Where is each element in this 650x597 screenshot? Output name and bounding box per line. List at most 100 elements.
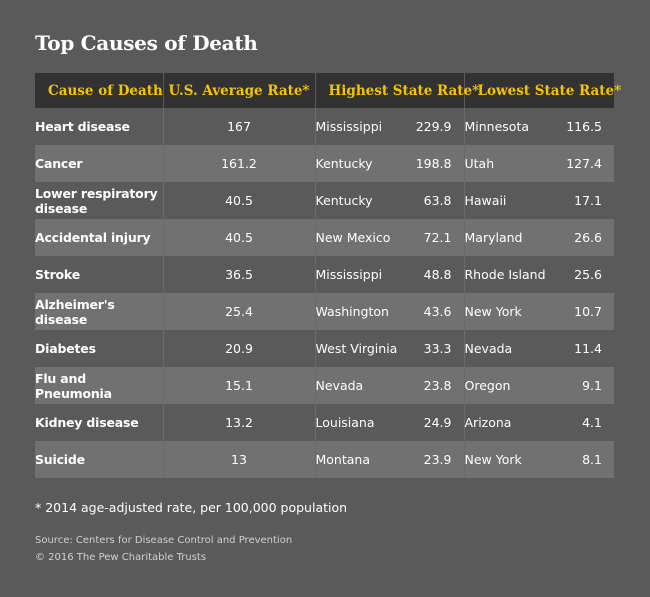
highest-state-rate: 23.9 xyxy=(423,452,452,467)
highest-state-name: Mississippi xyxy=(315,267,383,282)
cause-cell: Kidney disease xyxy=(35,404,163,441)
highest-state-name: Montana xyxy=(315,452,371,467)
lowest-state-rate: 25.6 xyxy=(574,267,602,282)
chart-title: Top Causes of Death xyxy=(35,31,258,55)
lowest-state-rate: 10.7 xyxy=(574,304,602,319)
highest-state-cell: Kentucky 63.8 xyxy=(314,182,464,219)
lowest-state-name: Utah xyxy=(464,156,495,171)
highest-state-rate: 43.6 xyxy=(423,304,452,319)
lowest-state-name: Minnesota xyxy=(464,119,530,134)
highest-state-rate: 23.8 xyxy=(423,378,452,393)
table-row: Cancer 161.2 Kentucky 198.8 Utah 127.4 xyxy=(35,145,614,182)
table-row: Lower respiratory disease 40.5 Kentucky 63.… xyxy=(35,182,614,219)
us-average-cell: 40.5 xyxy=(162,182,315,219)
lowest-state-rate: 8.1 xyxy=(582,452,602,467)
us-average-cell: 40.5 xyxy=(162,219,315,256)
highest-state-rate: 198.8 xyxy=(415,156,452,171)
us-average-cell: 161.2 xyxy=(162,145,315,182)
lowest-state-cell: New York 8.1 xyxy=(463,441,614,478)
highest-state-cell: West Virginia 33.3 xyxy=(314,330,464,367)
highest-state-name: Louisiana xyxy=(315,415,375,430)
table-row: Alzheimer's disease 25.4 Washington 43.6 New… xyxy=(35,293,614,330)
cause-cell: Flu and Pneumonia xyxy=(35,367,163,404)
highest-state-rate: 72.1 xyxy=(423,230,452,245)
lowest-state-cell: Minnesota 116.5 xyxy=(463,108,614,145)
copyright: © 2016 The Pew Charitable Trusts xyxy=(35,552,207,563)
us-average-cell: 13.2 xyxy=(162,404,315,441)
cause-cell: Suicide xyxy=(35,441,163,478)
cause-cell: Cancer xyxy=(35,145,163,182)
cause-cell: Stroke xyxy=(35,256,163,293)
highest-state-rate: 63.8 xyxy=(423,193,452,208)
lowest-state-cell: Arizona 4.1 xyxy=(463,404,614,441)
lowest-state-rate: 11.4 xyxy=(574,341,602,356)
header-lowest-state: Lowest State Rate* xyxy=(463,73,621,108)
lowest-state-rate: 26.6 xyxy=(574,230,602,245)
cause-cell: Heart disease xyxy=(35,108,163,145)
us-average-cell: 13 xyxy=(162,441,315,478)
highest-state-name: New Mexico xyxy=(315,230,391,245)
lowest-state-cell: Utah 127.4 xyxy=(463,145,614,182)
highest-state-cell: Mississippi 48.8 xyxy=(314,256,464,293)
lowest-state-rate: 116.5 xyxy=(566,119,602,134)
cause-cell: Alzheimer's disease xyxy=(35,293,163,330)
cause-cell: Accidental injury xyxy=(35,219,163,256)
table-row: Flu and Pneumonia 15.1 Nevada 23.8 Oregon 9.1 xyxy=(35,367,614,404)
lowest-state-cell: Rhode Island 25.6 xyxy=(463,256,614,293)
header-cause: Cause of Death xyxy=(35,73,163,108)
highest-state-rate: 48.8 xyxy=(423,267,452,282)
us-average-cell: 15.1 xyxy=(162,367,315,404)
lowest-state-name: Maryland xyxy=(464,230,523,245)
highest-state-rate: 24.9 xyxy=(423,415,452,430)
lowest-state-name: Oregon xyxy=(464,378,511,393)
us-average-cell: 36.5 xyxy=(162,256,315,293)
highest-state-name: Kentucky xyxy=(315,193,373,208)
lowest-state-cell: New York 10.7 xyxy=(463,293,614,330)
footnote: * 2014 age-adjusted rate, per 100,000 po… xyxy=(35,500,348,515)
highest-state-name: West Virginia xyxy=(315,341,398,356)
lowest-state-cell: Maryland 26.6 xyxy=(463,219,614,256)
highest-state-cell: Washington 43.6 xyxy=(314,293,464,330)
lowest-state-rate: 17.1 xyxy=(574,193,602,208)
table-row: Suicide 13 Montana 23.9 New York 8.1 xyxy=(35,441,614,478)
highest-state-name: Kentucky xyxy=(315,156,373,171)
lowest-state-name: Arizona xyxy=(464,415,512,430)
lowest-state-cell: Oregon 9.1 xyxy=(463,367,614,404)
lowest-state-name: Hawaii xyxy=(464,193,507,208)
lowest-state-name: New York xyxy=(464,452,522,467)
highest-state-name: Nevada xyxy=(315,378,364,393)
highest-state-name: Mississippi xyxy=(315,119,383,134)
highest-state-cell: New Mexico 72.1 xyxy=(314,219,464,256)
us-average-cell: 20.9 xyxy=(162,330,315,367)
highest-state-rate: 229.9 xyxy=(415,119,452,134)
lowest-state-rate: 4.1 xyxy=(582,415,602,430)
table-row: Accidental injury 40.5 New Mexico 72.1 Maryl… xyxy=(35,219,614,256)
highest-state-cell: Mississippi 229.9 xyxy=(314,108,464,145)
cause-cell: Lower respiratory disease xyxy=(35,182,163,219)
source-credit: Source: Centers for Disease Control and … xyxy=(35,535,293,546)
table-row: Heart disease 167 Mississippi 229.9 Minnesot… xyxy=(35,108,614,145)
lowest-state-name: New York xyxy=(464,304,522,319)
highest-state-cell: Louisiana 24.9 xyxy=(314,404,464,441)
causes-table: Cause of Death U.S. Average Rate* Highes… xyxy=(35,73,621,478)
lowest-state-rate: 127.4 xyxy=(566,156,602,171)
lowest-state-name: Nevada xyxy=(464,341,513,356)
header-us-average: U.S. Average Rate* xyxy=(162,73,315,108)
highest-state-name: Washington xyxy=(315,304,389,319)
table-row: Diabetes 20.9 West Virginia 33.3 Nevada 11.4 xyxy=(35,330,614,367)
header-row: Cause of Death U.S. Average Rate* Highes… xyxy=(35,73,621,108)
highest-state-cell: Nevada 23.8 xyxy=(314,367,464,404)
us-average-cell: 167 xyxy=(162,108,315,145)
highest-state-cell: Montana 23.9 xyxy=(314,441,464,478)
lowest-state-name: Rhode Island xyxy=(464,267,546,282)
highest-state-rate: 33.3 xyxy=(423,341,452,356)
highest-state-cell: Kentucky 198.8 xyxy=(314,145,464,182)
table-row: Stroke 36.5 Mississippi 48.8 Rhode Island 25.… xyxy=(35,256,614,293)
lowest-state-rate: 9.1 xyxy=(582,378,602,393)
lowest-state-cell: Hawaii 17.1 xyxy=(463,182,614,219)
table-row: Kidney disease 13.2 Louisiana 24.9 Arizona 4.… xyxy=(35,404,614,441)
header-highest-state: Highest State Rate* xyxy=(314,73,479,108)
us-average-cell: 25.4 xyxy=(162,293,315,330)
lowest-state-cell: Nevada 11.4 xyxy=(463,330,614,367)
cause-cell: Diabetes xyxy=(35,330,163,367)
